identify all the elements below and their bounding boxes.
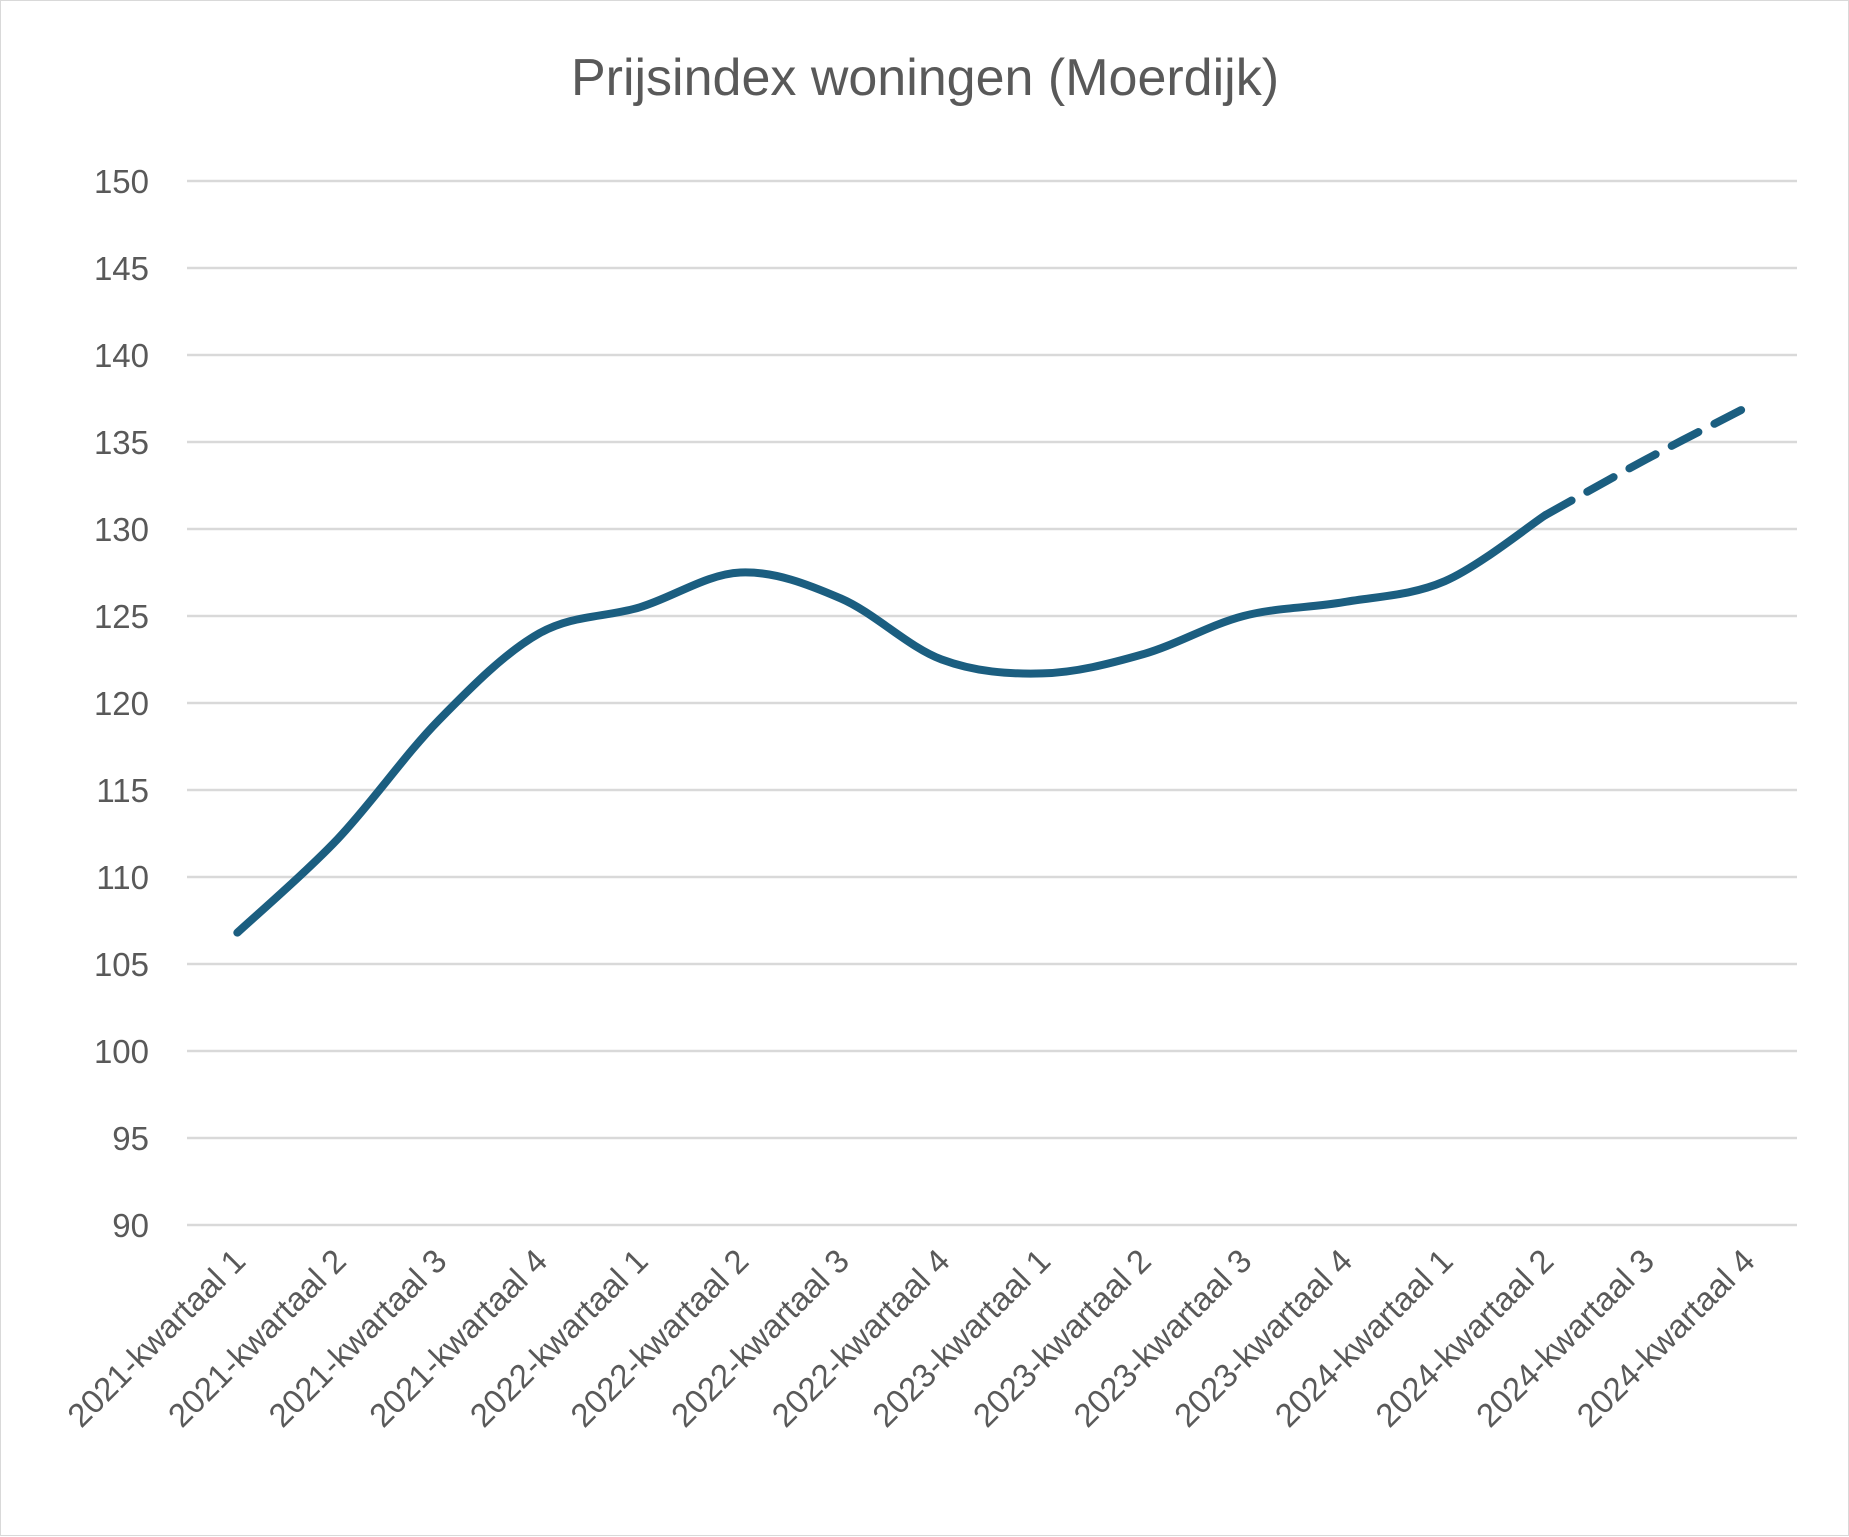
x-tick-label: 2024-kwartaal 4 [1569,1242,1761,1434]
y-tick-label: 145 [94,250,149,287]
x-tick-label: 2023-kwartaal 1 [865,1242,1057,1434]
x-tick-label: 2022-kwartaal 2 [563,1242,755,1434]
x-tick-label: 2024-kwartaal 2 [1368,1242,1560,1434]
y-axis-ticks: 90 95 100 105 110 115 120 125 130 135 140 145 150 [94,163,149,1244]
y-tick-label: 90 [112,1207,149,1244]
x-tick-label: 2022-kwartaal 1 [463,1242,655,1434]
y-tick-label: 95 [112,1120,149,1157]
y-tick-label: 140 [94,337,149,374]
x-tick-label: 2022-kwartaal 4 [764,1242,956,1434]
y-tick-label: 100 [94,1033,149,1070]
series-lines [233,403,1751,937]
x-tick-label: 2023-kwartaal 2 [966,1242,1158,1434]
x-tick-label: 2023-kwartaal 3 [1066,1242,1258,1434]
y-tick-label: 115 [96,772,149,809]
chart-title: Prijsindex woningen (Moerdijk) [571,49,1279,107]
x-tick-label: 2021-kwartaal 4 [362,1242,554,1434]
x-tick-label: 2021-kwartaal 2 [161,1242,353,1434]
x-tick-label: 2024-kwartaal 1 [1268,1242,1460,1434]
y-tick-label: 110 [96,859,149,896]
gridlines [187,179,1797,1227]
forecast-series-line [1541,403,1751,520]
y-tick-label: 150 [94,163,149,200]
x-tick-label: 2022-kwartaal 3 [664,1242,856,1434]
x-tick-label: 2021-kwartaal 3 [261,1242,453,1434]
y-tick-label: 135 [94,424,149,461]
y-tick-label: 130 [94,511,149,548]
x-tick-label: 2021-kwartaal 1 [60,1242,252,1434]
series-line [233,511,1550,937]
y-tick-label: 120 [94,685,149,722]
x-tick-label: 2024-kwartaal 3 [1469,1242,1661,1434]
x-tick-label: 2023-kwartaal 4 [1167,1242,1359,1434]
y-tick-label: 125 [94,598,149,635]
y-tick-label: 105 [94,946,149,983]
